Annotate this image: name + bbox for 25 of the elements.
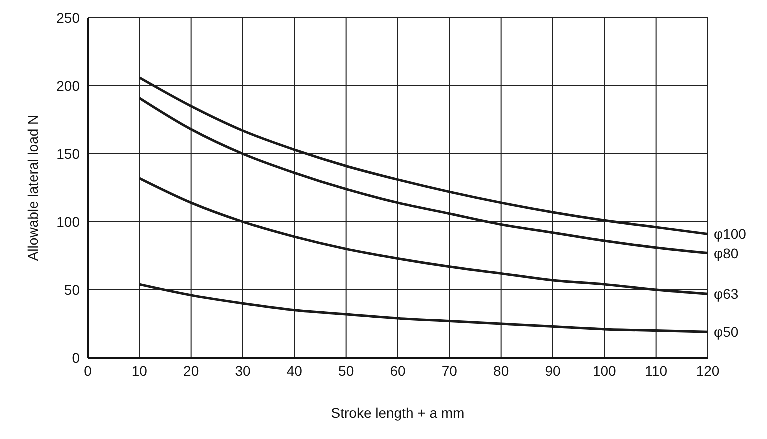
y-tick-label: 0	[72, 350, 80, 366]
x-tick-label: 120	[696, 362, 720, 379]
series-label: φ80	[714, 245, 739, 262]
x-tick-label: 100	[592, 362, 617, 379]
y-axis-title: Allowable lateral load N	[24, 114, 41, 262]
x-tick-label: 60	[390, 362, 406, 379]
y-tick-label: 150	[56, 146, 80, 162]
y-tick-label: 50	[64, 282, 80, 298]
x-tick-label: 50	[338, 362, 354, 379]
series-label: φ100	[714, 226, 747, 242]
x-tick-label: 80	[494, 362, 510, 379]
x-tick-label: 10	[132, 362, 148, 379]
x-axis-title: Stroke length + a mm	[331, 404, 465, 421]
x-tick-label: 0	[84, 362, 92, 379]
y-tick-label: 200	[56, 78, 80, 94]
x-tick-label: 90	[545, 362, 561, 379]
x-tick-label: 70	[442, 362, 458, 379]
x-tick-label: 110	[645, 362, 668, 379]
series-label: φ63	[714, 286, 739, 302]
x-tick-label: 20	[184, 362, 200, 379]
y-tick-label: 100	[56, 214, 80, 230]
series-label: φ50	[714, 324, 739, 340]
y-tick-label: 250	[56, 10, 80, 26]
x-tick-label: 30	[235, 362, 251, 379]
x-tick-label: 40	[286, 362, 303, 379]
